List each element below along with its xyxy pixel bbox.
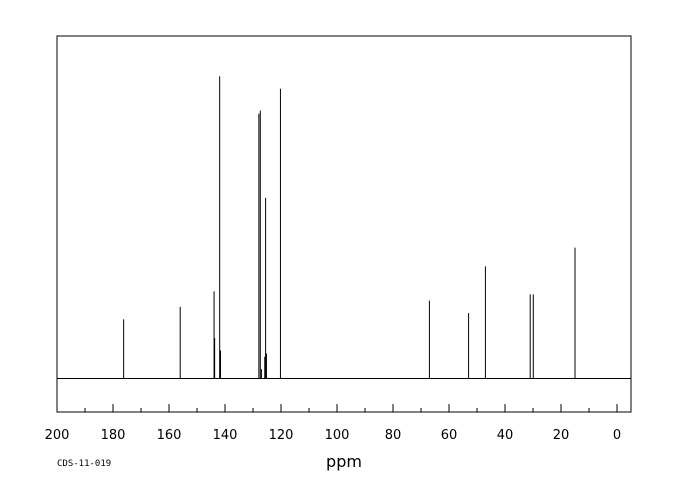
x-tick-label: 40 bbox=[497, 428, 514, 443]
x-tick-label: 100 bbox=[325, 428, 350, 443]
x-axis-ticks: 200 180 160 140 120 100 80 60 40 20 0 bbox=[45, 404, 621, 443]
x-tick-label: 160 bbox=[157, 428, 182, 443]
sample-code-label: CDS-11-019 bbox=[57, 459, 111, 469]
x-tick-label: 0 bbox=[613, 428, 621, 443]
x-tick-label: 20 bbox=[553, 428, 570, 443]
peaks-layer bbox=[123, 76, 576, 379]
plot-frame bbox=[56, 35, 632, 413]
x-tick-label: 200 bbox=[45, 428, 70, 443]
x-axis-label: ppm bbox=[326, 452, 362, 471]
x-tick-label: 120 bbox=[269, 428, 294, 443]
x-tick-label: 80 bbox=[385, 428, 402, 443]
x-tick-label: 140 bbox=[213, 428, 238, 443]
x-tick-label: 60 bbox=[441, 428, 458, 443]
x-tick-label: 180 bbox=[101, 428, 126, 443]
